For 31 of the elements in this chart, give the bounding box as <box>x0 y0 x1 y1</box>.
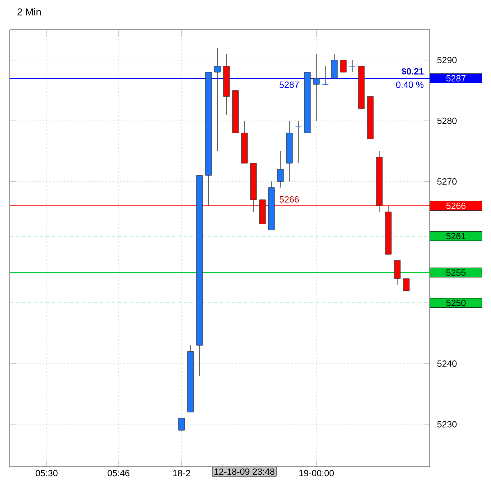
candlestick <box>322 66 330 86</box>
candlestick <box>278 151 284 188</box>
x-tick-label: 05:30 <box>36 470 58 477</box>
annotation: 0.40 % <box>396 82 424 88</box>
candlestick <box>349 60 356 73</box>
y-tick-label: 5290 <box>438 57 457 64</box>
y-tick-label: 5230 <box>438 421 457 428</box>
annotation: $0.21 <box>402 68 424 76</box>
candlestick <box>214 48 221 152</box>
ref-line-label: 5287 <box>446 75 466 82</box>
candlestick <box>340 60 347 73</box>
candlestick <box>403 278 410 292</box>
x-tick-label: 18-2 <box>173 470 190 477</box>
ref-line-label: 5255 <box>446 270 466 276</box>
ref-line-label: 5266 <box>446 202 466 210</box>
chart-title: 2 Min <box>18 8 41 16</box>
x-tick-label: 05:46 <box>108 470 130 477</box>
candlestick <box>314 54 320 122</box>
text: 12-18-09 23:48 <box>214 468 275 476</box>
candlestick <box>332 54 338 79</box>
y-tick-label: 5240 <box>438 360 457 368</box>
candlestick <box>394 260 401 286</box>
ref-line-label: 5250 <box>446 300 466 306</box>
annotation: 5266 <box>280 196 300 203</box>
y-tick-label: 5270 <box>438 178 457 185</box>
x-tick-label: 19-00:00 <box>300 470 334 477</box>
y-tick-label: 5280 <box>438 118 457 124</box>
annotation: 5287 <box>280 82 299 88</box>
candlestick <box>178 418 185 431</box>
candlestick <box>295 120 302 164</box>
ref-line-label: 5261 <box>446 233 466 240</box>
